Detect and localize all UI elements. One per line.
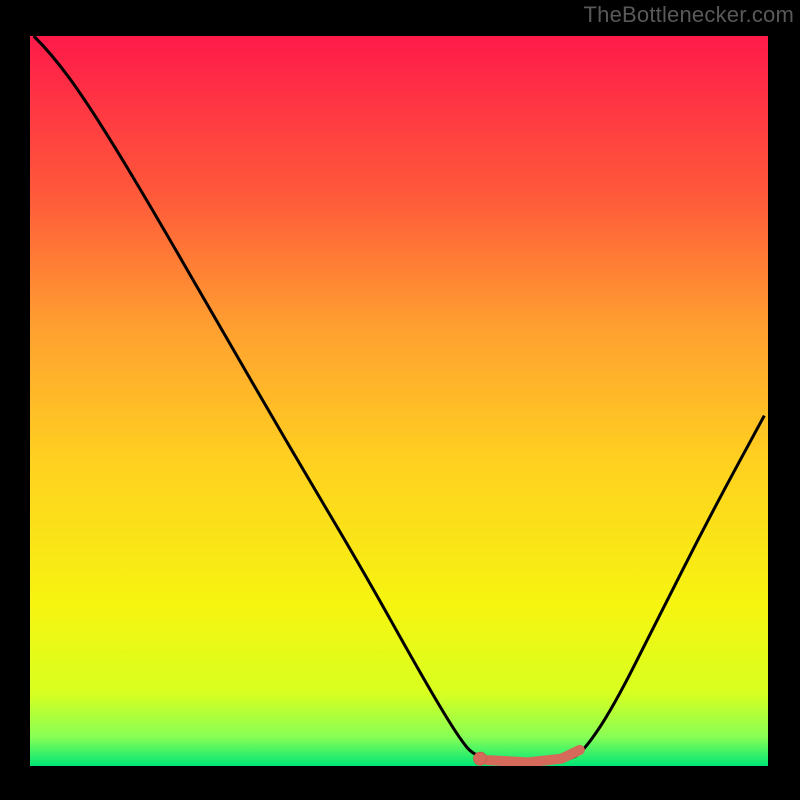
plot-background — [30, 36, 768, 766]
frame-right — [768, 0, 800, 800]
chart-stage: TheBottlenecker.com — [0, 0, 800, 800]
frame-bottom — [0, 766, 800, 800]
frame-left — [0, 0, 30, 800]
optimal-marker-dot — [474, 752, 487, 765]
bottleneck-chart — [0, 0, 800, 800]
watermark-text: TheBottlenecker.com — [584, 2, 794, 28]
